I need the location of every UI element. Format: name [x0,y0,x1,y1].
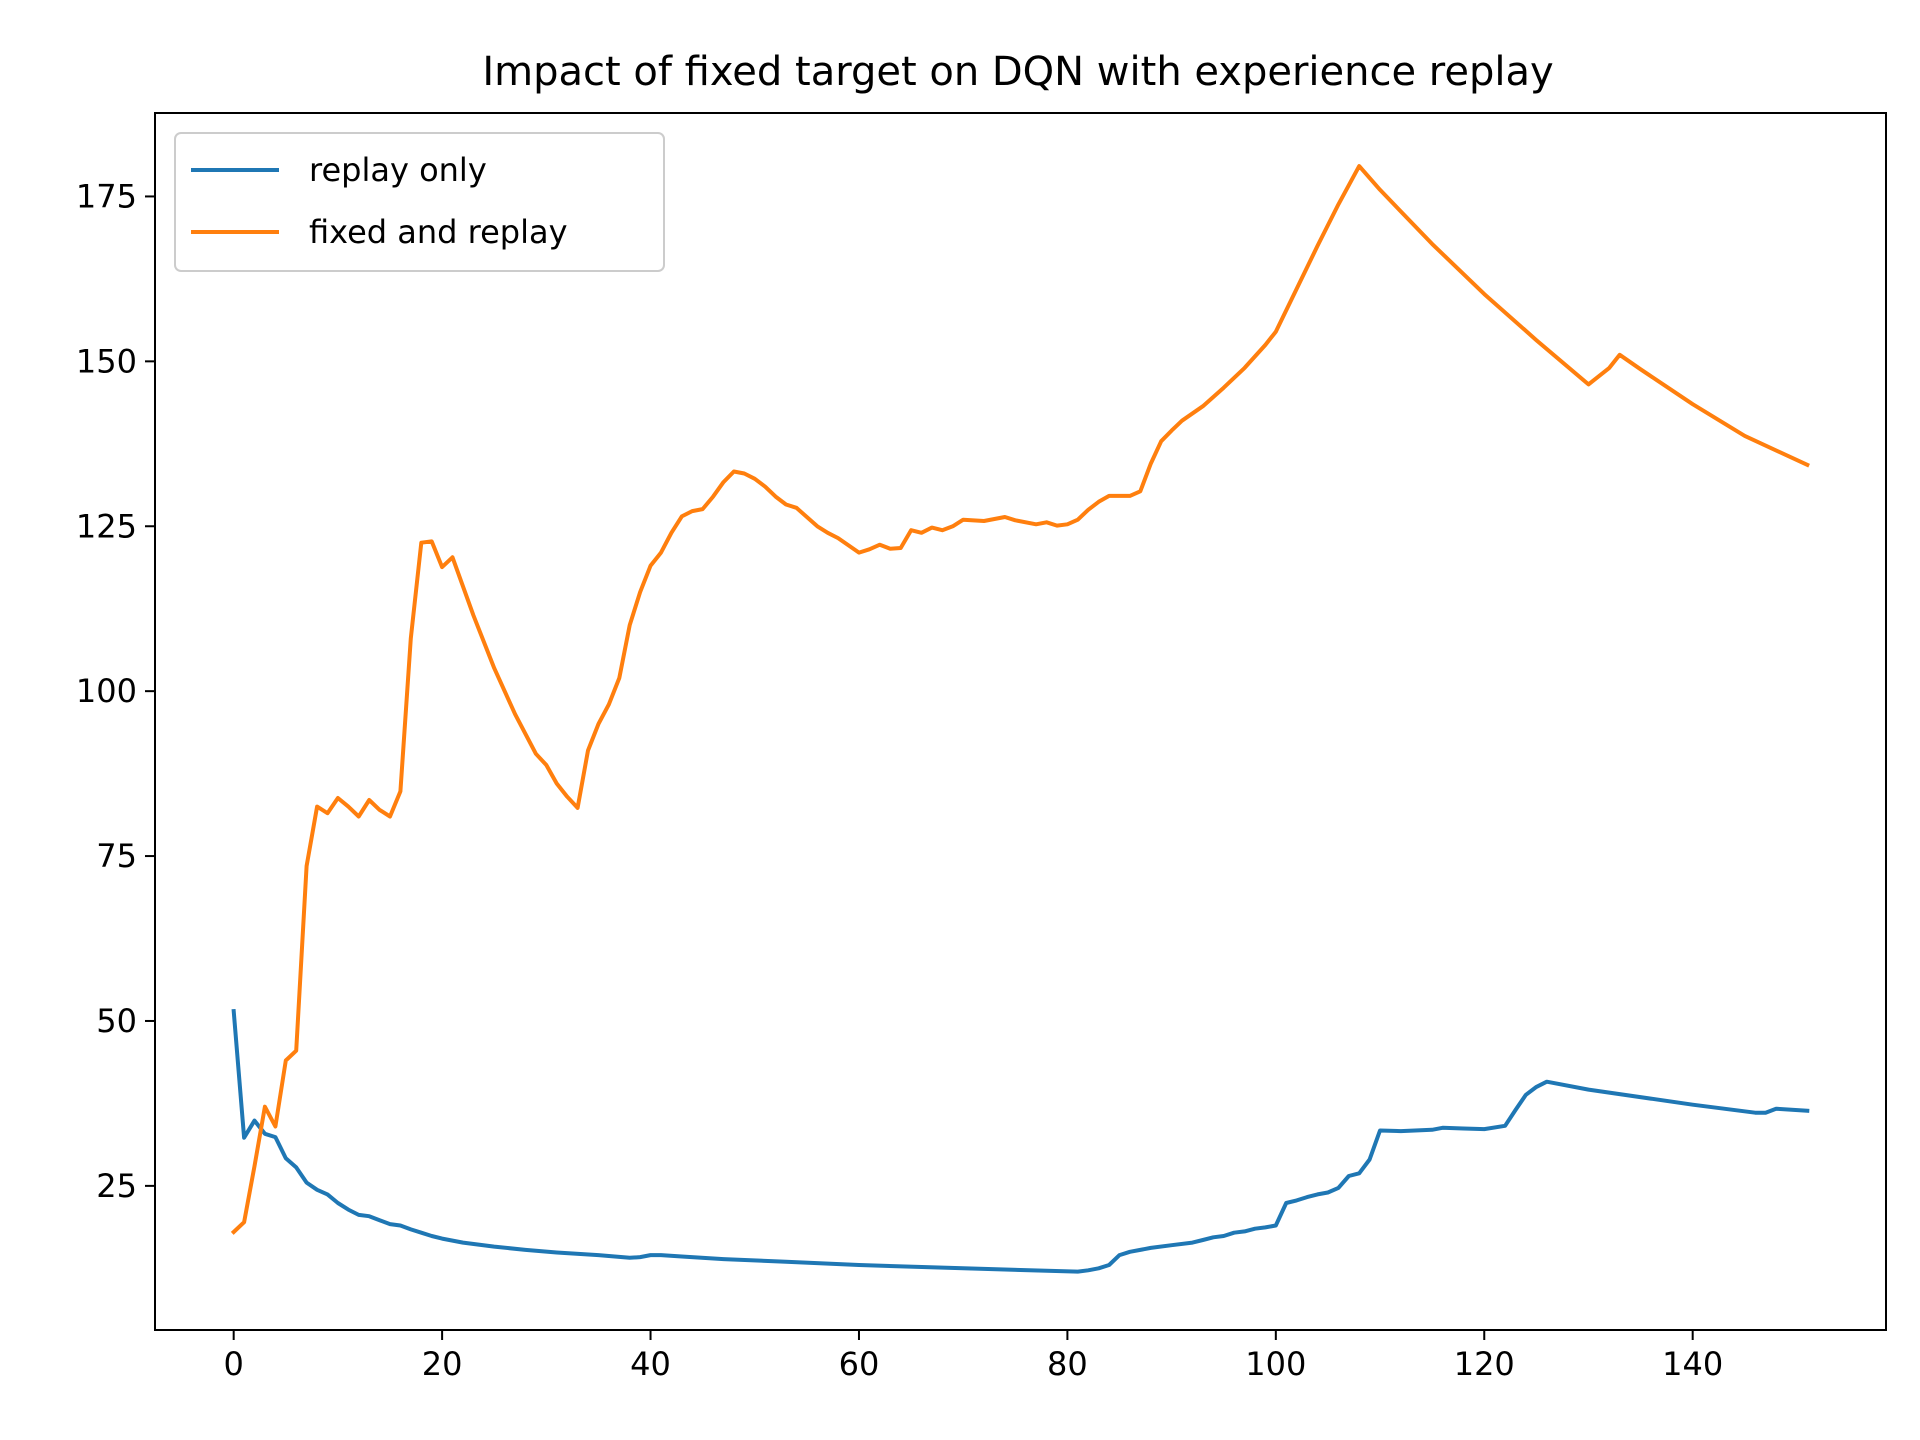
x-axis: 0 20 40 60 80 100 120 140 [224,1330,1723,1383]
legend-label-fixed-and-replay: fixed and replay [309,213,568,251]
x-tick-label: 60 [839,1345,880,1383]
x-tick-label: 120 [1454,1345,1515,1383]
legend-label-replay-only: replay only [309,151,487,189]
legend: replay only fixed and replay [174,132,665,272]
y-tick-label: 100 [76,672,137,710]
x-tick-label: 80 [1047,1345,1088,1383]
y-tick-label: 175 [76,177,137,215]
series-layer [230,164,1810,1274]
x-tick-label: 140 [1662,1345,1723,1383]
x-tick-label: 40 [630,1345,671,1383]
x-tick-label: 20 [422,1345,463,1383]
y-tick-label: 125 [76,507,137,545]
y-axis: 25 50 75 100 125 150 175 [76,177,155,1205]
series-line-fixed-and-replay [230,164,1810,1235]
plot-area [154,112,1887,1331]
series-line-replay-only [231,1008,1810,1274]
legend-frame [174,132,665,272]
y-tick-label: 50 [96,1002,137,1040]
x-tick-label: 0 [224,1345,244,1383]
y-tick-label: 150 [76,342,137,380]
plot-frame [154,112,1887,1331]
y-tick-label: 75 [96,837,137,875]
x-tick-label: 100 [1245,1345,1306,1383]
y-tick-label: 25 [96,1167,137,1205]
chart-title: Impact of fixed target on DQN with exper… [482,49,1553,95]
